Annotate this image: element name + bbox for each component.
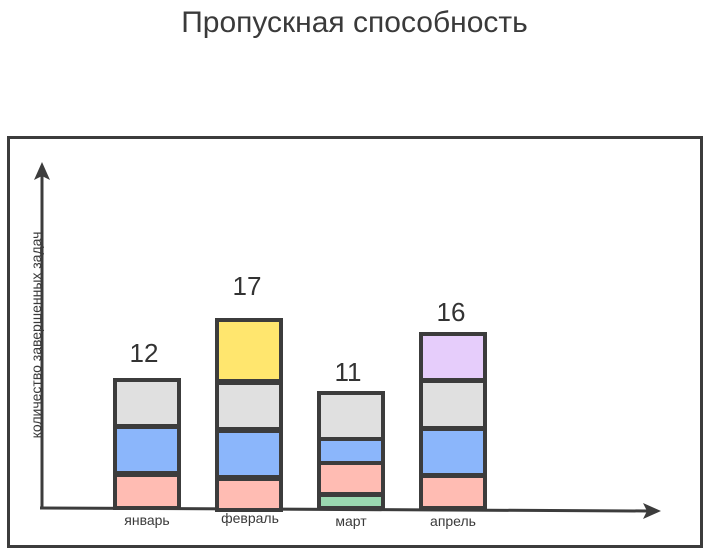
y-axis	[34, 162, 50, 508]
bar-february	[215, 318, 283, 512]
y-axis-label: количество завершенных задач	[28, 231, 44, 439]
segment-blue	[419, 427, 487, 477]
x-axis-arrow-icon	[643, 503, 661, 519]
x-label-february: февраль	[221, 510, 279, 526]
segment-green	[317, 493, 385, 510]
segment-pink	[215, 477, 283, 512]
bar-january	[113, 378, 181, 510]
bar-total-march: 11	[334, 357, 362, 387]
segment-gray	[215, 381, 283, 431]
segment-pink	[113, 473, 181, 510]
bar-march	[317, 391, 385, 510]
segment-blue	[113, 425, 181, 475]
chart-frame	[7, 136, 703, 548]
segment-pink	[317, 461, 385, 496]
x-label-april: апрель	[430, 513, 476, 529]
bar-total-february: 17	[232, 271, 262, 301]
segment-gray	[419, 379, 487, 430]
bar-total-april: 16	[436, 297, 466, 327]
segment-gray	[113, 378, 181, 428]
segment-blue	[215, 429, 283, 479]
chart-title: Пропускная способность	[181, 6, 528, 39]
bar-april	[419, 332, 487, 510]
segment-purple	[419, 332, 487, 382]
bar-total-january: 12	[129, 338, 159, 368]
segment-pink	[419, 474, 487, 510]
segment-yellow	[215, 318, 283, 383]
x-label-march: март	[335, 513, 367, 529]
segment-blue	[317, 437, 385, 465]
y-axis-arrow-icon	[34, 162, 50, 180]
segment-gray	[317, 391, 385, 441]
x-label-january: январь	[124, 512, 170, 528]
